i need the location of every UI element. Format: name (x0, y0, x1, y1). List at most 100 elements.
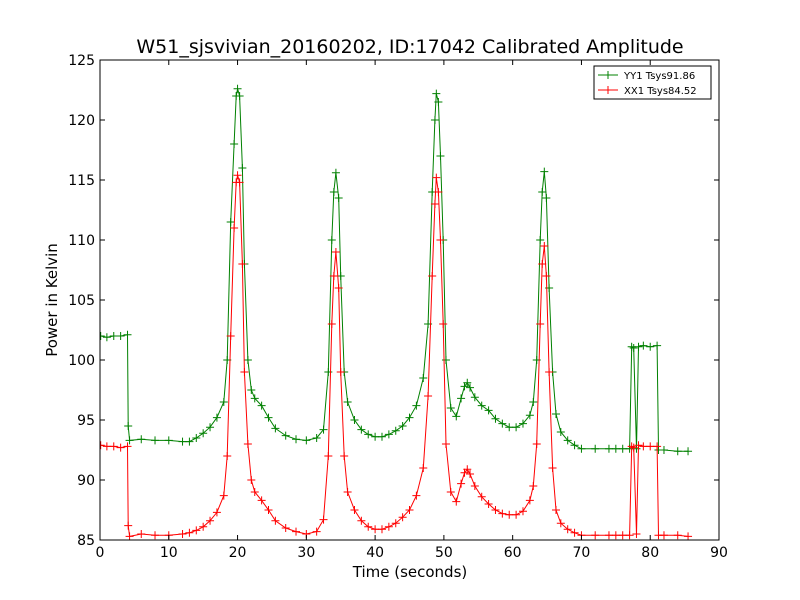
x-tick-label: 0 (96, 545, 105, 561)
data-point-marker (102, 442, 111, 451)
data-point-marker (340, 452, 349, 460)
data-point-marker (646, 442, 655, 451)
data-point-marker (538, 260, 547, 268)
data-point-marker (551, 410, 560, 418)
data-point-marker (436, 236, 445, 244)
data-point-marker (684, 532, 693, 540)
data-point-marker (377, 525, 386, 534)
x-tick-label: 60 (504, 545, 522, 561)
data-point-marker (540, 167, 549, 176)
data-point-marker (457, 479, 466, 488)
data-point-marker (391, 519, 400, 528)
x-tick-label: 80 (641, 545, 659, 561)
y-tick-label: 100 (68, 353, 95, 369)
data-point-marker (542, 194, 551, 202)
data-point-marker (646, 342, 655, 351)
data-point-marker (238, 260, 247, 268)
data-point-marker (618, 444, 627, 453)
data-point-marker (512, 423, 521, 432)
data-point-marker (384, 522, 393, 531)
data-point-marker (412, 491, 421, 500)
series-2 (100, 171, 693, 540)
data-point-marker (312, 434, 321, 442)
data-point-marker (391, 426, 400, 435)
data-point-marker (629, 344, 638, 352)
data-point-marker (185, 528, 194, 537)
data-point-marker (570, 528, 579, 537)
y-tick-label: 115 (68, 173, 95, 189)
data-point-marker (419, 464, 428, 472)
x-tick-label: 10 (160, 545, 178, 561)
data-point-marker (102, 333, 111, 342)
data-point-marker (292, 435, 301, 444)
data-point-marker (428, 272, 437, 280)
data-point-marker (470, 393, 479, 402)
data-point-marker (634, 342, 643, 351)
data-point-marker (124, 521, 133, 530)
data-point-marker (235, 178, 244, 187)
data-point-marker (384, 430, 393, 439)
data-point-marker (302, 436, 311, 445)
data-point-marker (125, 436, 134, 445)
data-point-marker (371, 432, 380, 441)
data-point-marker (364, 522, 373, 531)
data-point-marker (377, 432, 386, 441)
data-point-marker (116, 443, 125, 452)
data-point-marker (343, 488, 352, 496)
data-point-marker (350, 506, 359, 514)
legend: YY1 Tsys91.86 XX1 Tsys84.52 (593, 65, 712, 100)
data-point-marker (498, 509, 507, 518)
data-point-marker (329, 272, 338, 280)
data-point-marker (436, 152, 445, 160)
data-point-marker (634, 441, 643, 450)
data-point-marker (243, 356, 252, 364)
data-point-marker (591, 531, 600, 540)
data-point-marker (350, 416, 359, 424)
data-point-marker (434, 98, 443, 106)
data-point-marker (477, 401, 486, 410)
data-point-marker (536, 320, 545, 328)
data-point-marker (441, 356, 450, 364)
data-point-marker (357, 425, 366, 434)
data-point-marker (653, 341, 662, 350)
plot-frame (99, 59, 720, 541)
legend-label: XX1 Tsys84.52 (624, 86, 697, 97)
data-point-marker (319, 515, 328, 524)
data-point-marker (466, 383, 475, 392)
data-point-marker (529, 482, 538, 490)
data-point-marker (512, 510, 521, 519)
data-point-marker (529, 398, 538, 406)
data-point-marker (371, 525, 380, 534)
data-point-marker (627, 342, 636, 351)
data-point-marker (238, 164, 247, 172)
data-point-marker (611, 531, 620, 540)
data-point-marker (627, 442, 636, 451)
data-point-marker (466, 470, 475, 478)
x-tick-label: 50 (435, 545, 453, 561)
data-point-marker (334, 194, 343, 202)
data-point-marker (230, 224, 239, 232)
data-point-marker (233, 171, 242, 180)
data-point-marker (250, 488, 259, 496)
data-point-marker (625, 531, 634, 540)
data-point-marker (123, 442, 132, 451)
x-tick-label: 70 (573, 545, 591, 561)
data-point-marker (100, 332, 105, 340)
data-point-marker (432, 173, 441, 182)
data-point-marker (233, 84, 242, 93)
data-point-marker (398, 422, 407, 430)
x-tick-label: 40 (366, 545, 384, 561)
data-point-marker (109, 332, 118, 340)
data-point-marker (604, 531, 613, 540)
data-point-marker (240, 368, 249, 376)
data-point-marker (319, 425, 328, 434)
x-tick-label: 90 (710, 545, 728, 561)
data-point-marker (477, 492, 486, 501)
data-point-marker (312, 527, 321, 536)
data-point-marker (137, 530, 146, 538)
y-tick-label: 95 (77, 413, 95, 429)
data-point-marker (505, 510, 514, 519)
y-tick-label: 120 (68, 113, 95, 129)
legend-box (593, 65, 712, 100)
